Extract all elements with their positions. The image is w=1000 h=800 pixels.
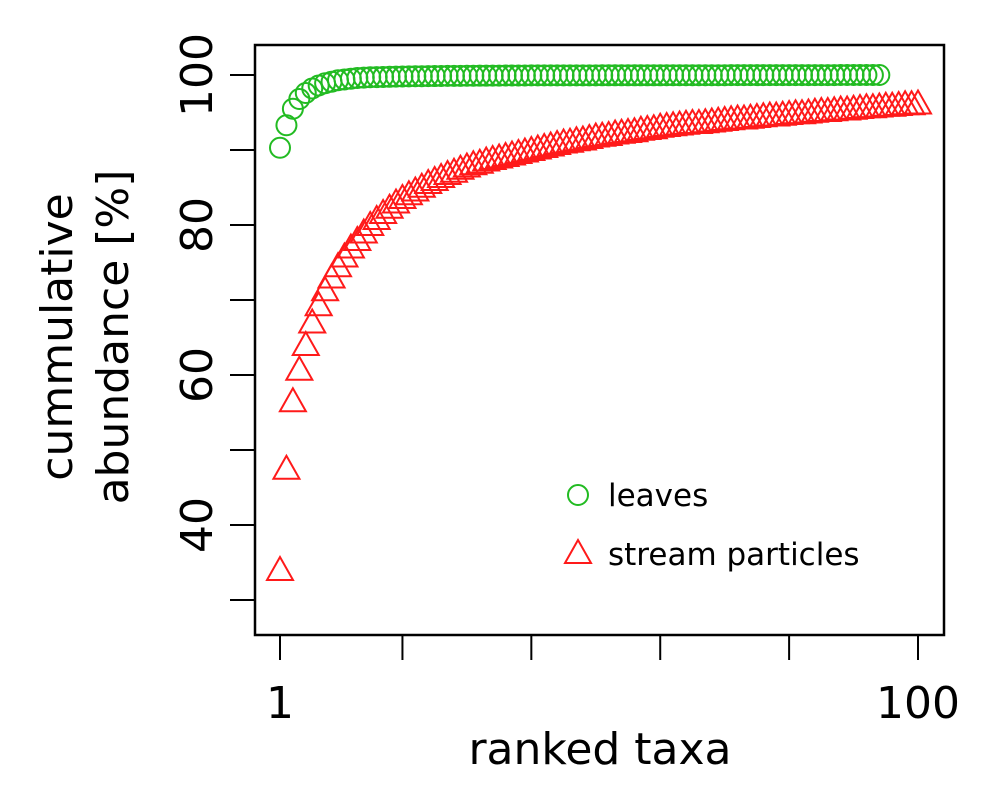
legend: leaves stream particles [563,478,860,573]
stream-particles-point [903,88,933,115]
leaves-point [269,136,291,159]
stream-particles-point [555,126,585,153]
y-tick-label: 60 [172,347,223,403]
leaves-point [861,64,884,86]
stream-particles-point [271,453,302,480]
stream-particles-point [619,116,650,143]
stream-particles-point [439,156,469,183]
y-axis: 40 60 80 100 [172,33,255,601]
stream-particles-point [432,158,463,185]
y-tick-label: 80 [172,197,223,253]
stream-particles-point [349,217,379,244]
x-axis-label: ranked taxa [468,724,731,775]
data-points [265,64,933,581]
y-tick-label: 40 [172,497,223,553]
leaves-point [868,64,891,86]
stream-particles-point [516,134,547,161]
stream-particles-point [639,113,669,140]
leaves-point [294,82,317,104]
stream-particles-point [329,241,360,268]
stream-particles-point [452,151,482,178]
stream-particles-point [445,153,476,180]
stream-particles-point [297,307,327,334]
stream-particles-point [303,290,334,317]
stream-particles-point [278,386,308,413]
x-tick-label: 100 [876,678,960,729]
y-tick-label: 100 [172,33,223,117]
stream-particles-point [593,119,624,146]
x-tick-label: 1 [266,678,294,729]
stream-particles-point [419,164,450,191]
stream-particles-point [497,139,527,166]
stream-particles-point [413,167,443,194]
legend-triangle-marker [563,537,593,564]
stream-particles-point [458,149,489,176]
stream-particles-point [265,554,295,581]
stream-particles-point [291,329,321,356]
stream-particles-point [490,140,521,167]
stream-particles-point [477,143,508,170]
stream-particles-point [574,122,605,149]
stream-particles-point [342,224,373,251]
stream-particles-point [568,124,598,151]
stream-particles-point [465,147,495,174]
stream-particles-point [426,161,456,188]
legend-label-leaves: leaves [608,478,708,514]
stream-particles-point [336,232,366,259]
stream-particles-point [471,145,501,172]
stream-particles-point [542,128,572,155]
stream-particles-point [529,131,559,158]
stream-particles-point [503,137,534,164]
stream-particles-point [284,354,315,381]
legend-circle-marker [567,484,589,506]
stream-particles-point [523,133,553,160]
y-axis-label-line2: abundance [%] [88,170,139,505]
y-axis-label-line1: cummulative [32,193,83,480]
stream-particles-point [310,275,340,302]
legend-label-stream-particles: stream particles [608,537,860,573]
x-axis: 1 100 [266,635,960,729]
stream-particles-point [374,192,405,219]
stream-particles-point [510,136,540,163]
plot-frame [253,43,946,637]
stream-particles-point [484,142,514,169]
stream-particles-point [535,130,566,157]
leaves-point [855,64,878,86]
